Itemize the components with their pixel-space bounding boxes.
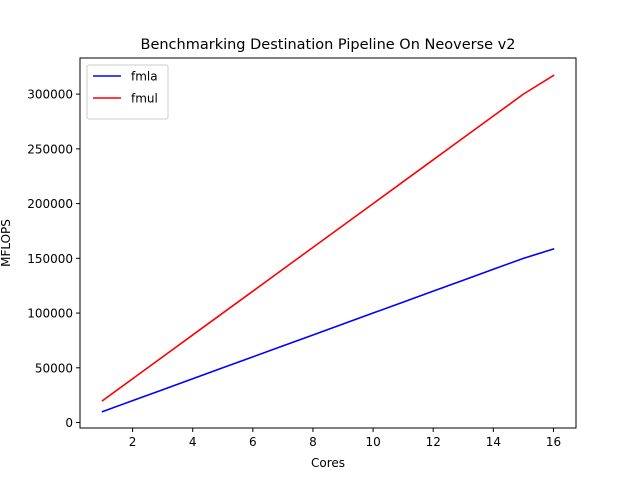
series-line-fmul bbox=[101, 74, 555, 402]
legend-label-fmla: fmla bbox=[131, 70, 158, 84]
x-axis-ticks: 2 4 6 8 10 12 14 16 bbox=[129, 428, 561, 449]
y-tick-label: 250000 bbox=[27, 142, 73, 156]
x-tick-label: 4 bbox=[189, 435, 197, 449]
y-tick-label: 0 bbox=[65, 416, 73, 430]
x-tick-label: 10 bbox=[365, 435, 380, 449]
y-axis-label: MFLOPS bbox=[0, 219, 13, 267]
x-tick-label: 12 bbox=[426, 435, 441, 449]
y-tick-label: 100000 bbox=[27, 307, 73, 321]
y-tick-label: 200000 bbox=[27, 197, 73, 211]
y-axis-ticks: 0 50000 100000 150000 200000 250000 300000 bbox=[27, 88, 80, 430]
axes-frame bbox=[79, 57, 577, 429]
y-tick-label: 300000 bbox=[27, 88, 73, 102]
x-tick-label: 14 bbox=[486, 435, 501, 449]
chart-title: Benchmarking Destination Pipeline On Neo… bbox=[141, 37, 516, 53]
y-tick-label: 50000 bbox=[35, 361, 73, 375]
series-line-fmla bbox=[101, 248, 555, 413]
x-tick-label: 8 bbox=[309, 435, 317, 449]
x-tick-label: 6 bbox=[249, 435, 257, 449]
plot-area bbox=[101, 74, 555, 413]
x-tick-label: 2 bbox=[129, 435, 137, 449]
legend: fmla fmul bbox=[86, 64, 169, 120]
x-tick-label: 16 bbox=[546, 435, 561, 449]
y-tick-label: 150000 bbox=[27, 252, 73, 266]
legend-box bbox=[86, 64, 169, 120]
x-axis-label: Cores bbox=[311, 456, 345, 470]
legend-label-fmul: fmul bbox=[131, 92, 158, 106]
